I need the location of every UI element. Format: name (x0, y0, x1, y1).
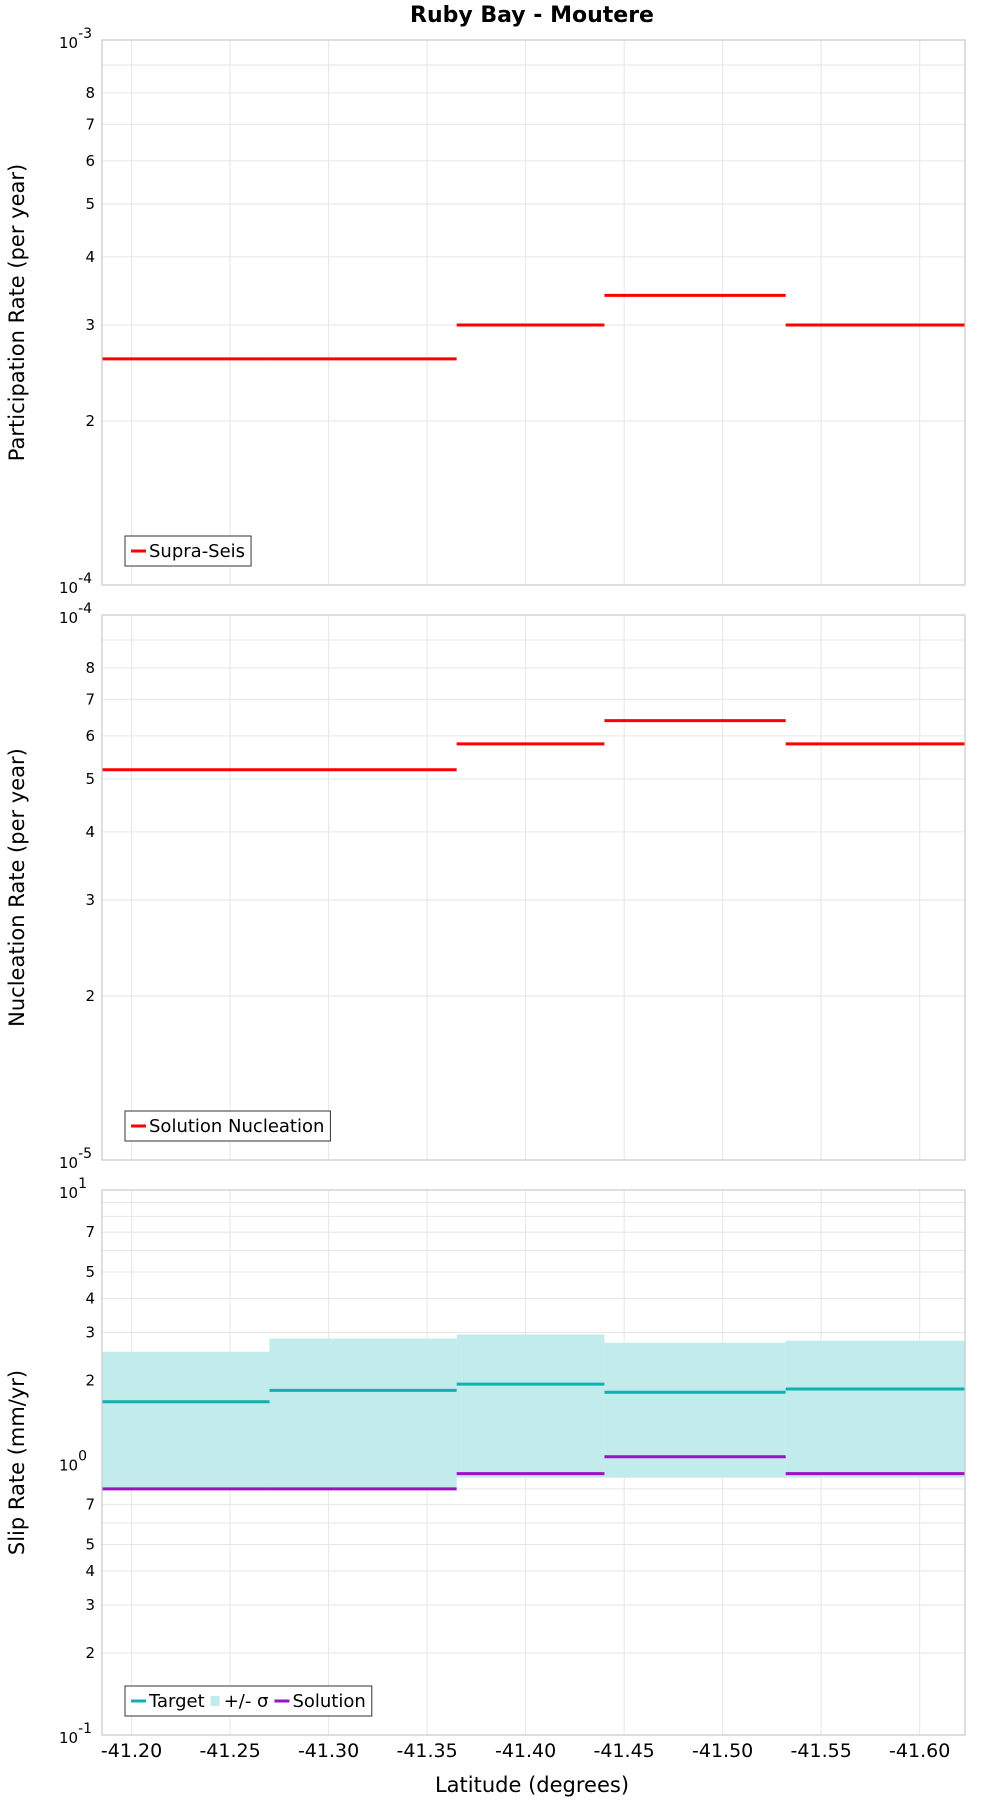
x-tick-label: -41.55 (791, 1740, 852, 1762)
y-tick-label: 8 (85, 659, 95, 677)
y-tick-label: 2 (85, 1371, 95, 1389)
sigma-band-segment (456, 1334, 605, 1478)
y-tick-label-major: 10-5 (59, 1146, 92, 1172)
panel-nucleation: 8 7 6 5 4 3 2 10-4 10-5 Nucleation Rate (per year… (5, 601, 966, 1172)
panel-sliprate: 7 5 4 3 2 7 5 4 3 2 101 100 10-1 Slip Rate (mm/yr) Tar… (5, 1176, 966, 1747)
y-tick-label: 7 (85, 690, 95, 708)
y-tick-label: 3 (85, 1596, 95, 1614)
y-tick-label: 3 (85, 1323, 95, 1341)
y-tick-label-major: 10-3 (59, 26, 92, 52)
y-tick-label: 6 (85, 727, 95, 745)
x-tick-label: -41.60 (889, 1740, 950, 1762)
y-tick-label: 4 (85, 1562, 95, 1580)
y-tick-label-major: 101 (59, 1176, 87, 1202)
legend-label-sigma: +/- σ (224, 1691, 269, 1712)
y-tick-label: 4 (85, 823, 95, 841)
y-axis-label: Nucleation Rate (per year) (5, 748, 29, 1027)
y-tick-label: 7 (85, 1496, 95, 1514)
legend-label-supra-seis: Supra-Seis (149, 541, 245, 562)
legend-box (124, 535, 252, 567)
sigma-band-segment (785, 1340, 965, 1478)
x-tick-label: -41.45 (594, 1740, 655, 1762)
y-tick-label: 8 (85, 84, 95, 102)
x-tick-label: -41.35 (396, 1740, 457, 1762)
x-tick-label: -41.50 (692, 1740, 753, 1762)
legend-label-solution-nucleation: Solution Nucleation (149, 1116, 324, 1137)
y-axis-label: Slip Rate (mm/yr) (5, 1370, 29, 1555)
y-tick-label: 7 (85, 1223, 95, 1241)
legend-label-target: Target (148, 1691, 205, 1712)
y-tick-label-major: 10-1 (59, 1721, 92, 1747)
plot-frame (101, 39, 966, 586)
sigma-band-segment (604, 1342, 786, 1478)
x-tick-label: -41.40 (495, 1740, 556, 1762)
y-tick-label: 3 (85, 316, 95, 334)
legend-swatch-sigma (210, 1696, 220, 1706)
y-tick-label: 6 (85, 152, 95, 170)
sigma-band-segment (102, 1351, 270, 1489)
x-tick-label: -41.30 (298, 1740, 359, 1762)
y-tick-label: 5 (85, 770, 95, 788)
x-tick-label: -41.20 (101, 1740, 162, 1762)
y-tick-label-major: 10-4 (59, 571, 92, 597)
y-tick-label: 5 (85, 1536, 95, 1554)
plot-frame (101, 1189, 966, 1736)
y-tick-label: 4 (85, 248, 95, 266)
y-tick-label: 5 (85, 195, 95, 213)
chart-title: Ruby Bay - Moutere (410, 3, 654, 28)
sigma-band-segment (269, 1338, 457, 1489)
y-tick-label: 2 (85, 412, 95, 430)
y-tick-label: 2 (85, 987, 95, 1005)
y-tick-label: 5 (85, 1263, 95, 1281)
legend-box (124, 1685, 373, 1717)
y-tick-label-major: 10-4 (59, 601, 92, 627)
y-tick-label: 3 (85, 891, 95, 909)
y-tick-label: 7 (85, 115, 95, 133)
legend-label-solution: Solution (292, 1691, 365, 1712)
y-tick-label: 2 (85, 1644, 95, 1662)
y-tick-label-major: 100 (59, 1449, 87, 1475)
legend-box (124, 1110, 331, 1142)
x-tick-label: -41.25 (199, 1740, 260, 1762)
x-axis-label: Latitude (degrees) (435, 1773, 629, 1797)
y-axis-label: Participation Rate (per year) (5, 164, 29, 461)
y-tick-label: 4 (85, 1289, 95, 1307)
plot-frame (101, 614, 966, 1161)
panel-participation: 8 7 6 5 4 3 2 10-3 10-4 Participation Rate (per y… (5, 26, 966, 597)
